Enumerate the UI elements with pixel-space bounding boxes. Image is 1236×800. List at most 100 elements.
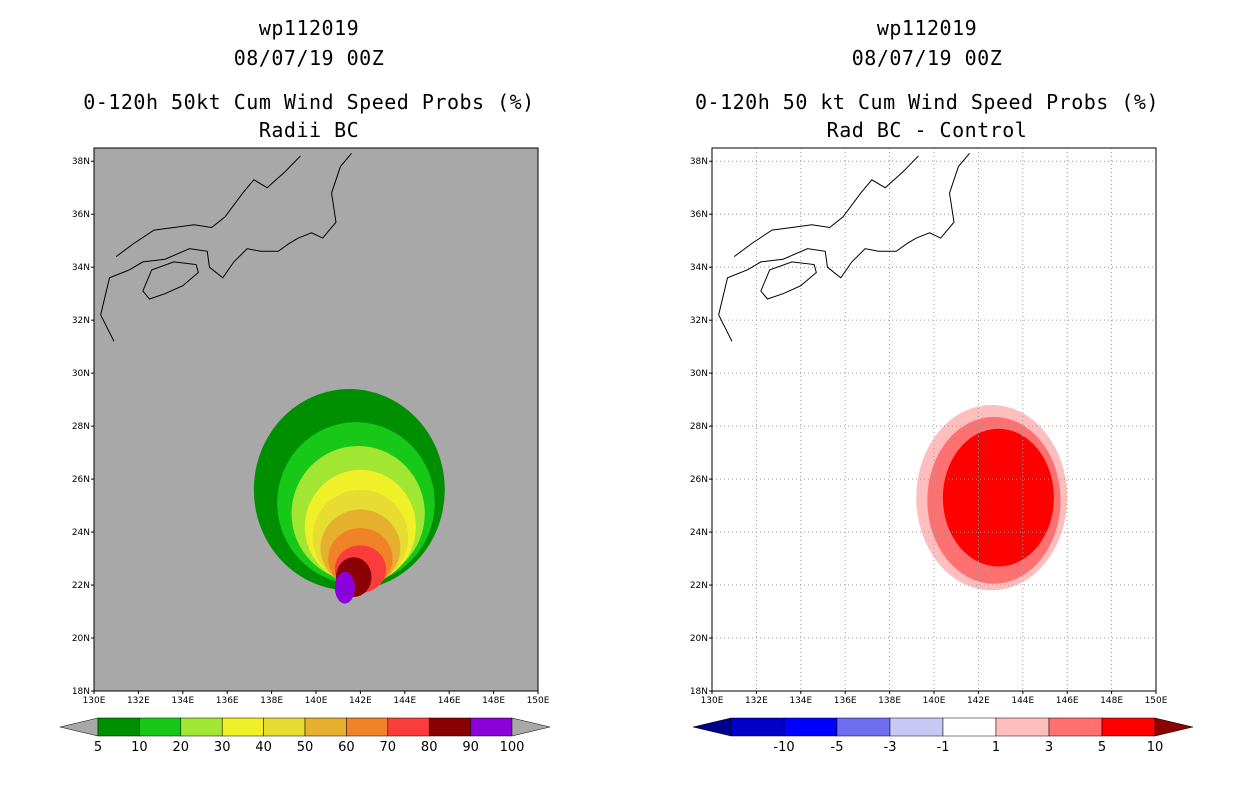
y-tick-label: 38N	[690, 157, 708, 167]
x-tick-label: 136E	[216, 696, 239, 706]
x-tick-label: 146E	[438, 696, 461, 706]
colorbar-label: 30	[214, 740, 231, 755]
y-tick-label: 18N	[690, 687, 708, 697]
coastline	[115, 155, 301, 258]
x-tick-label: 132E	[127, 696, 150, 706]
colorbar-label: -3	[884, 740, 897, 755]
y-tick-label: 28N	[72, 422, 90, 432]
colorbar-swatch	[783, 717, 838, 737]
colorbar-swatch	[730, 717, 785, 737]
x-tick-label: 150E	[1145, 696, 1168, 706]
colorbar-label: -1	[937, 740, 950, 755]
colorbar-swatch	[470, 717, 513, 737]
colorbar-label: 90	[462, 740, 479, 755]
x-tick-label: 140E	[305, 696, 328, 706]
x-tick-label: 134E	[789, 696, 812, 706]
x-tick-label: 142E	[967, 696, 990, 706]
colorbar-swatch	[263, 717, 306, 737]
y-tick-label: 24N	[72, 528, 90, 538]
y-tick-label: 28N	[690, 422, 708, 432]
storm-id: wp112019	[876, 16, 978, 40]
y-tick-label: 30N	[72, 369, 90, 379]
x-tick-label: 144E	[1011, 696, 1034, 706]
x-tick-label: 138E	[260, 696, 283, 706]
colorbar-label: 80	[421, 740, 438, 755]
right-panel: wp112019 08/07/19 00Z 0-120h 50 kt Cum W…	[618, 0, 1236, 800]
coastline	[733, 155, 919, 258]
colorbar-swatch	[180, 717, 223, 737]
y-tick-label: 20N	[690, 634, 708, 644]
x-tick-label: 148E	[1100, 696, 1123, 706]
contour-10	[942, 428, 1054, 567]
coastline	[718, 152, 970, 342]
chart-subtitle: Radii BC	[258, 118, 360, 142]
colorbar-label: -5	[831, 740, 844, 755]
x-tick-label: 148E	[482, 696, 505, 706]
coastline	[100, 152, 352, 342]
x-tick-label: 130E	[83, 696, 106, 706]
storm-id: wp112019	[258, 16, 360, 40]
y-tick-label: 26N	[72, 475, 90, 485]
y-tick-label: 36N	[690, 210, 708, 220]
y-tick-label: 32N	[72, 316, 90, 326]
colorbar-swatch	[346, 717, 389, 737]
y-tick-label: 38N	[72, 157, 90, 167]
coastline	[142, 261, 199, 300]
colorbar-label: 60	[338, 740, 355, 755]
y-tick-label: 32N	[690, 316, 708, 326]
difference-map: 130E 132E 134E 136E 138E 140E 142E 144E 146E 148E…	[690, 147, 1194, 755]
colorbar-swatch	[387, 717, 430, 737]
colorbar-label: 50	[297, 740, 314, 755]
x-tick-label: 142E	[349, 696, 372, 706]
x-tick-label: 130E	[701, 696, 724, 706]
colorbar-swatch	[995, 717, 1050, 737]
y-tick-label: 30N	[690, 369, 708, 379]
coastline	[760, 261, 817, 300]
colorbar-label: 5	[94, 740, 102, 755]
colorbar-swatch	[139, 717, 182, 737]
colorbar-label: 10	[131, 740, 148, 755]
colorbar-label: 70	[380, 740, 397, 755]
y-tick-label: 22N	[690, 581, 708, 591]
x-tick-label: 136E	[834, 696, 857, 706]
y-tick-label: 26N	[690, 475, 708, 485]
y-tick-label: 34N	[690, 263, 708, 273]
colorbar-label: 1	[992, 740, 1000, 755]
x-tick-label: 150E	[527, 696, 550, 706]
x-tick-label: 132E	[745, 696, 768, 706]
colorbar-label: 10	[1147, 740, 1164, 755]
x-tick-label: 140E	[923, 696, 946, 706]
forecast-date: 08/07/19 00Z	[233, 46, 385, 70]
colorbar-extend-low	[692, 717, 732, 737]
colorbar-label: 40	[255, 740, 272, 755]
colorbar-swatch	[1101, 717, 1156, 737]
colorbar-label: 5	[1098, 740, 1106, 755]
y-tick-label: 18N	[72, 687, 90, 697]
probability-map: 130E 132E 134E 136E 138E 140E 142E 144E 146E 148E…	[59, 147, 551, 755]
y-tick-label: 22N	[72, 581, 90, 591]
y-tick-label: 34N	[72, 263, 90, 273]
x-tick-label: 146E	[1056, 696, 1079, 706]
colorbar-extend-high	[511, 717, 551, 737]
x-tick-label: 134E	[171, 696, 194, 706]
contour-90	[334, 571, 355, 604]
left-panel: wp112019 08/07/19 00Z 0-120h 50kt Cum Wi…	[59, 16, 551, 755]
colorbar-swatch	[942, 717, 997, 737]
colorbar-label: 3	[1045, 740, 1053, 755]
colorbar-swatch	[836, 717, 891, 737]
x-tick-label: 138E	[878, 696, 901, 706]
y-tick-label: 24N	[690, 528, 708, 538]
y-tick-label: 20N	[72, 634, 90, 644]
x-tick-label: 144E	[393, 696, 416, 706]
colorbar-swatch	[889, 717, 944, 737]
colorbar-extend-high	[1154, 717, 1194, 737]
forecast-date: 08/07/19 00Z	[851, 46, 1003, 70]
colorbar-label: 20	[173, 740, 190, 755]
chart-title: 0-120h 50 kt Cum Wind Speed Probs (%)	[694, 90, 1160, 114]
colorbar-label: -10	[773, 740, 794, 755]
chart-title: 0-120h 50kt Cum Wind Speed Probs (%)	[83, 90, 535, 114]
colorbar-label: 100	[500, 740, 525, 755]
colorbar-swatch	[97, 717, 140, 737]
y-tick-label: 36N	[72, 210, 90, 220]
colorbar-extend-low	[59, 717, 99, 737]
